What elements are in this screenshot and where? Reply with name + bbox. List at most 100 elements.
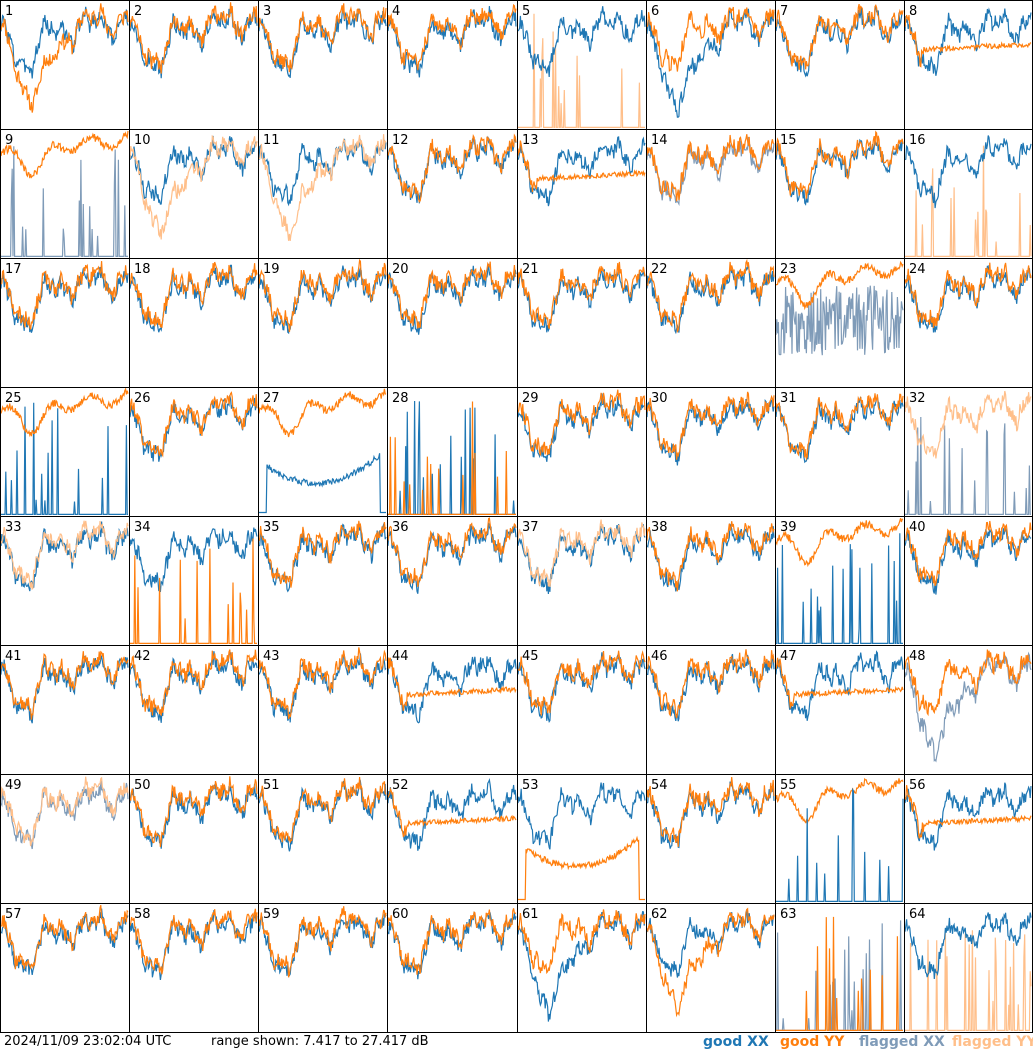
panel-56-good-xx-line [904,782,1032,851]
panel-4-good-yy-line [387,3,517,71]
panel-19: 19 [258,258,387,335]
panel-59-label: 59 [263,907,280,922]
legend-good-xx: good XX [703,1034,769,1050]
panel-61: 61 [517,907,646,1022]
panel-12: 12 [387,133,517,204]
panel-5-label: 5 [522,4,530,19]
panel-55-good-yy-line [775,777,904,825]
panel-39-good-yy-line [775,517,904,568]
panel-21-good-yy-line [517,261,646,329]
panel-57-label: 57 [5,907,22,922]
panel-53: 53 [517,778,646,901]
panel-15: 15 [775,130,904,206]
panel-54: 54 [646,776,775,849]
panel-59: 59 [258,906,387,978]
panel-7-good-xx-line [775,5,903,78]
panel-10: 10 [129,133,258,240]
panel-64-good-xx-line [904,912,1032,980]
panel-40-good-xx-line [904,526,1032,595]
panel-22-good-xx-line [646,264,775,335]
panel-26: 26 [129,391,258,462]
panel-28: 28 [388,391,516,515]
panel-53-label: 53 [522,778,539,793]
panel-43: 43 [258,647,387,723]
legend-flagged-yy: flagged YY [952,1034,1033,1050]
panel-56-label: 56 [909,778,926,793]
panel-46-good-yy-line [646,649,775,719]
panel-19-good-yy-line [258,258,387,333]
panel-54-label: 54 [651,778,668,793]
legend-flagged-xx: flagged XX [859,1034,945,1050]
panel-57-good-yy-line [0,905,129,970]
panel-15-good-yy-line [775,130,904,199]
panel-50-label: 50 [134,778,151,793]
panel-44-label: 44 [392,649,409,664]
panel-2-label: 2 [134,4,142,19]
panel-41-label: 41 [5,649,22,664]
panel-9-label: 9 [5,133,13,148]
panel-40-label: 40 [909,520,926,535]
panel-64-label: 64 [909,907,926,922]
panel-30-label: 30 [651,391,668,406]
panel-23-label: 23 [780,262,797,277]
panel-52-label: 52 [392,778,409,793]
panel-6-good-xx-line [646,8,775,118]
panel-7: 7 [775,3,904,78]
panel-39-label: 39 [780,520,797,535]
panel-5-flagged-yy-line [518,13,645,128]
panel-64-flagged-yy-line [905,930,1032,1031]
panel-35: 35 [258,520,387,593]
panel-22-good-yy-line [646,258,775,334]
panel-3: 3 [258,3,387,78]
panel-2-good-xx-line [129,8,258,79]
panel-34-good-xx-line [129,527,258,593]
panel-64: 64 [904,907,1032,1031]
timestamp-label: 2024/11/09 23:02:04 UTC [4,1034,172,1049]
panel-51: 51 [258,776,387,852]
panel-47-good-yy-line [775,657,904,709]
panel-17-label: 17 [5,262,22,277]
panel-26-good-xx-line [129,395,258,462]
panel-17-good-xx-line [0,266,129,333]
panel-54-good-yy-line [646,776,775,847]
panel-37-label: 37 [522,520,539,535]
panel-59-good-xx-line [258,912,387,977]
panel-50: 50 [129,776,258,849]
panel-63-flagged-xx-line [776,920,903,1031]
panel-58-label: 58 [134,907,151,922]
panel-37-flagged-yy-line [517,519,646,588]
panel-33-label: 33 [5,520,22,535]
panel-16: 16 [904,133,1032,257]
panel-23-good-yy-line [775,260,904,311]
panel-34-label: 34 [134,520,151,535]
panel-47-good-xx-line [775,650,904,721]
panel-40: 40 [904,520,1032,595]
panel-23: 23 [775,260,904,356]
panel-52: 52 [387,777,517,851]
panel-61-good-yy-line [517,909,646,975]
panel-31-good-xx-line [775,394,904,464]
panel-16-flagged-yy-line [905,145,1032,257]
panel-4: 4 [387,3,517,78]
panel-32-flagged-yy-line [904,390,1032,459]
panel-55-label: 55 [780,778,797,793]
panel-9-flagged-xx-line [1,146,128,257]
panel-47: 47 [775,649,904,721]
panel-41: 41 [0,649,129,724]
panel-13-good-xx-line [517,136,646,207]
panel-32-label: 32 [909,391,926,406]
panel-8-good-yy-line [904,14,1032,68]
panel-11: 11 [258,133,387,241]
panel-26-label: 26 [134,391,151,406]
panel-11-label: 11 [263,133,280,148]
panel-48-flagged-xx-line [904,651,1032,763]
panel-29-label: 29 [522,391,539,406]
panel-16-label: 16 [909,133,926,148]
panel-63-label: 63 [780,907,797,922]
panel-20: 20 [387,261,517,335]
panel-6-good-yy-line [646,6,775,72]
panel-38-label: 38 [651,520,668,535]
panel-43-good-yy-line [258,647,387,720]
panel-22: 22 [646,258,775,335]
